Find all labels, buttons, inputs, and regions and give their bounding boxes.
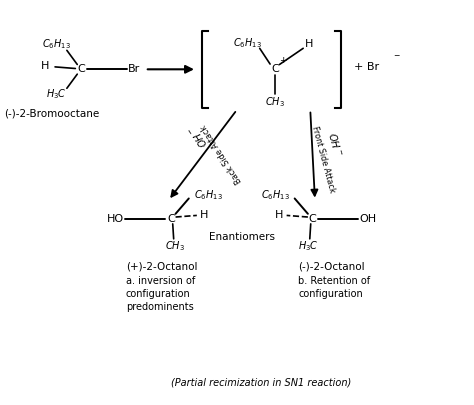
Text: Back Side Attack: Back Side Attack	[200, 123, 244, 185]
Text: $C_6H_{13}$: $C_6H_{13}$	[42, 37, 71, 51]
Text: (Partial recimization in SN1 reaction): (Partial recimization in SN1 reaction)	[171, 377, 351, 387]
Text: $CH_3$: $CH_3$	[265, 96, 285, 109]
Text: H: H	[200, 211, 209, 220]
Text: (+)-2-Octanol: (+)-2-Octanol	[126, 261, 198, 271]
Text: OH: OH	[359, 214, 376, 224]
Text: C: C	[309, 214, 317, 224]
Text: $C_6H_{13}$: $C_6H_{13}$	[233, 36, 262, 50]
Text: C: C	[77, 64, 85, 74]
Text: $OH^-$: $OH^-$	[186, 123, 210, 149]
Text: Enantiomers: Enantiomers	[209, 232, 275, 242]
Text: Br: Br	[128, 64, 141, 74]
Text: H: H	[305, 39, 313, 49]
Text: HO: HO	[107, 214, 124, 224]
Text: +: +	[280, 56, 287, 65]
Text: (-)-2-Bromooctane: (-)-2-Bromooctane	[4, 109, 100, 119]
Text: b. Retention of
configuration: b. Retention of configuration	[299, 276, 371, 299]
Text: $OH^-$: $OH^-$	[327, 130, 344, 157]
Text: (-)-2-Octanol: (-)-2-Octanol	[299, 261, 365, 271]
Text: $CH_3$: $CH_3$	[164, 239, 184, 253]
Text: $C_6H_{13}$: $C_6H_{13}$	[261, 188, 290, 202]
Text: H: H	[40, 61, 49, 71]
Text: Front Side Attack: Front Side Attack	[310, 125, 336, 194]
Text: $H_3C$: $H_3C$	[299, 239, 319, 253]
Text: + Br: + Br	[354, 62, 379, 72]
Text: H: H	[275, 211, 283, 220]
Text: a. inversion of
configuration
predominents: a. inversion of configuration predominen…	[126, 276, 195, 312]
Text: $H_3C$: $H_3C$	[46, 87, 67, 101]
Text: C: C	[167, 214, 175, 224]
Text: $C_6H_{13}$: $C_6H_{13}$	[193, 188, 222, 202]
Text: C: C	[271, 64, 279, 74]
Text: $^-$: $^-$	[392, 53, 401, 63]
